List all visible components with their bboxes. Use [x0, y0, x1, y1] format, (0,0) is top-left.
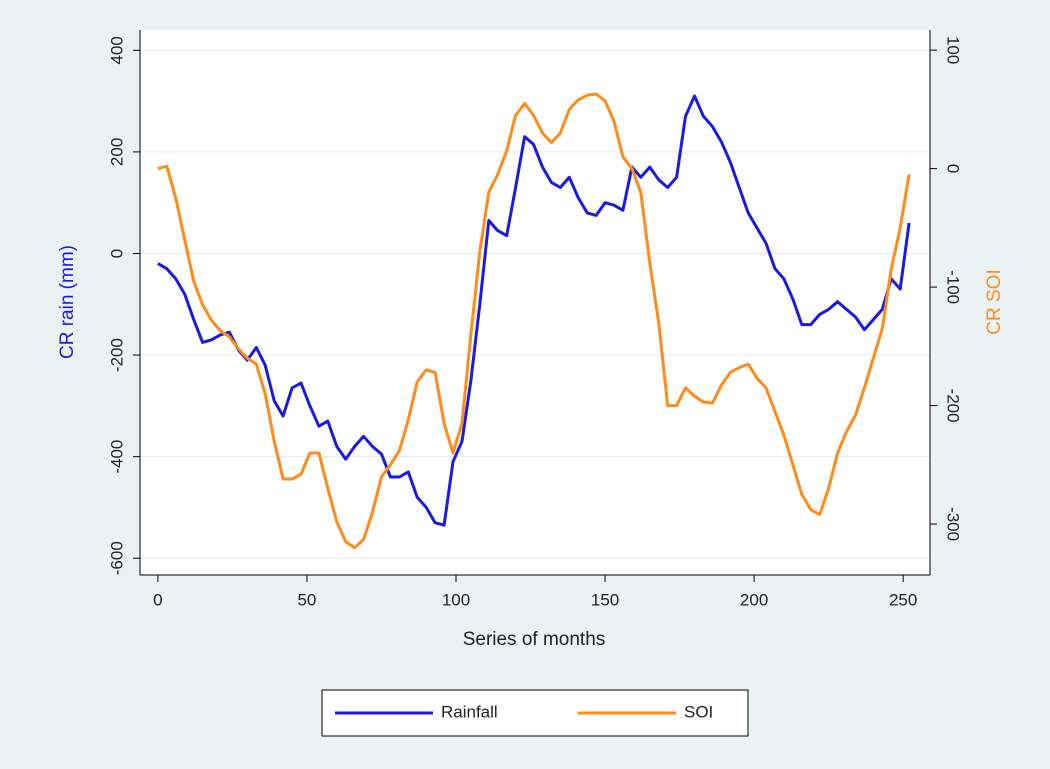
y-tick-label: 400 — [107, 36, 126, 64]
y-tick-label: -600 — [107, 541, 126, 575]
y-tick-label: -400 — [107, 440, 126, 474]
x-tick-label: 250 — [889, 590, 917, 609]
y-tick-label: 200 — [107, 138, 126, 166]
x-tick-label: 100 — [442, 590, 470, 609]
y2-tick-label: -300 — [944, 507, 963, 541]
y2-tick-label: 0 — [944, 164, 963, 173]
x-tick-label: 50 — [297, 590, 316, 609]
y-tick-label: -200 — [107, 338, 126, 372]
series-line — [157, 94, 911, 527]
x-tick-label: 0 — [153, 590, 162, 609]
x-tick-label: 150 — [591, 590, 619, 609]
x-axis-title: Series of months — [463, 629, 606, 650]
series-line — [157, 92, 911, 550]
y2-tick-label: -200 — [944, 389, 963, 423]
y-axis-title: CR rain (mm) — [57, 245, 78, 359]
legend-label: SOI — [684, 702, 713, 721]
y2-tick-label: -100 — [944, 270, 963, 304]
x-tick-label: 200 — [740, 590, 768, 609]
y2-tick-label: 100 — [944, 36, 963, 64]
plot-area — [140, 30, 930, 575]
legend-label: Rainfall — [441, 702, 498, 721]
y-tick-label: 0 — [107, 249, 126, 258]
y2-axis-title: CR SOI — [984, 269, 1005, 334]
